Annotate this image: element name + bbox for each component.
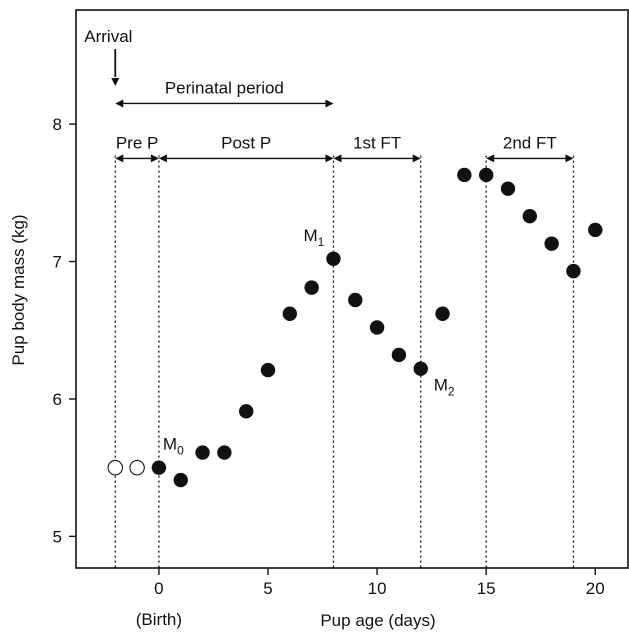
data-point: [544, 236, 559, 251]
data-point: [500, 181, 516, 196]
data-point: [413, 361, 428, 376]
plot-frame: [75, 9, 629, 569]
period-label: 2nd FT: [503, 133, 557, 152]
data-point: [282, 306, 298, 321]
point-annotation: M2: [434, 376, 455, 399]
y-tick-label: 6: [53, 390, 62, 409]
arrowhead: [111, 78, 120, 86]
period-label: 1st FT: [353, 133, 401, 152]
data-point: [173, 472, 188, 488]
data-point: [478, 167, 494, 183]
x-tick-label: 10: [368, 579, 387, 598]
open-data-point: [107, 459, 124, 476]
data-point: [391, 347, 407, 363]
data-point: [304, 280, 319, 295]
y-tick-label: 7: [53, 253, 62, 272]
data-point: [195, 445, 210, 460]
arrowhead: [333, 154, 342, 163]
data-point: [588, 222, 603, 238]
data-point: [457, 167, 472, 183]
arrowhead: [325, 154, 334, 163]
open-data-point: [129, 459, 145, 476]
x-tick-label: 20: [586, 579, 605, 598]
y-tick-label: 5: [53, 527, 62, 546]
y-axis-label: Pup body mass (kg): [9, 214, 28, 365]
arrowhead: [325, 99, 334, 108]
arrowhead: [486, 154, 495, 163]
arrowhead: [158, 154, 167, 163]
period-label: Perinatal period: [165, 78, 284, 97]
x-tick-label: 0: [154, 579, 163, 598]
period-label: Post P: [221, 133, 271, 152]
data-point: [151, 460, 167, 475]
data-point: [369, 320, 385, 335]
data-point: [326, 251, 341, 266]
data-point: [217, 445, 232, 460]
arrowhead: [150, 154, 159, 163]
arrowhead: [115, 99, 124, 108]
arrowhead: [115, 154, 124, 163]
period-label: Pre P: [116, 133, 159, 152]
y-tick-label: 8: [53, 115, 62, 134]
arrowhead: [412, 154, 421, 163]
point-annotation: M0: [163, 435, 184, 458]
x-tick-label: 15: [477, 579, 496, 598]
x-axis-label: Pup age (days): [320, 611, 435, 630]
data-point: [238, 404, 254, 419]
arrowhead: [565, 154, 574, 163]
x-tick-sublabel: (Birth): [136, 610, 182, 629]
data-point: [260, 362, 276, 378]
arrival-label: Arrival: [84, 27, 132, 46]
data-point: [522, 208, 538, 224]
data-point: [348, 292, 363, 308]
data-point: [566, 263, 581, 279]
x-tick-label: 5: [263, 579, 272, 598]
data-point: [435, 306, 450, 321]
point-annotation: M1: [303, 226, 324, 249]
